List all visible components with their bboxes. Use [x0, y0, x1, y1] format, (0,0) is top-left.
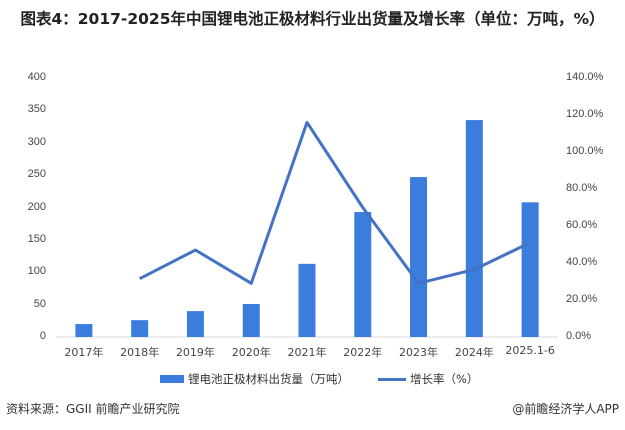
y-left-tick: 400 [27, 71, 46, 83]
x-tick: 2020年 [231, 346, 271, 359]
x-tick: 2018年 [120, 346, 160, 359]
y-right-tick: 60.0% [566, 219, 598, 231]
bar-0 [75, 324, 93, 337]
bar-3 [242, 303, 260, 337]
legend-bar: 锂电池正极材料出货量（万吨） [160, 371, 349, 387]
y-left-tick: 0 [39, 330, 46, 342]
legend-line: 增长率（%） [378, 371, 478, 387]
y-left-tick: 350 [27, 103, 46, 116]
x-tick: 2022年 [343, 346, 383, 359]
growth-rate-line [138, 120, 531, 285]
y-left-tick: 150 [27, 232, 46, 245]
bar-5 [354, 212, 372, 337]
y-left-tick: 200 [27, 200, 46, 213]
x-tick: 2023年 [399, 346, 439, 359]
y-right-tick: 80.0% [566, 182, 598, 194]
x-tick: 2025.1-6 [505, 344, 555, 357]
bar-6 [410, 177, 428, 337]
bar-7 [465, 120, 483, 338]
bar-2 [186, 311, 204, 337]
legend-bar-swatch [160, 375, 184, 383]
y-right-tick: 140.0% [566, 71, 604, 83]
y-right-tick: 20.0% [566, 293, 598, 305]
bar-1 [131, 320, 149, 337]
credit-text: @前瞻经济学人APP [512, 402, 619, 416]
y-left-tick: 50 [33, 297, 46, 310]
bar-4 [298, 263, 316, 337]
y-right-tick: 0.0% [566, 330, 592, 342]
y-left-tick: 250 [27, 168, 46, 181]
y-right-tick: 40.0% [566, 256, 598, 268]
y-left-tick: 100 [27, 265, 46, 278]
legend-bar-label: 锂电池正极材料出货量（万吨） [188, 372, 349, 386]
x-tick: 2019年 [175, 346, 215, 359]
y-right-tick: 120.0% [566, 108, 604, 120]
bar-8 [521, 202, 539, 337]
chart-title: 图表4：2017-2025年中国锂电池正极材料行业出货量及增长率（单位：万吨，%… [20, 10, 605, 28]
x-tick: 2024年 [454, 346, 494, 359]
y-left-tick: 300 [27, 135, 46, 148]
x-tick: 2017年 [64, 346, 104, 359]
y-right-tick: 100.0% [566, 145, 604, 157]
x-tick: 2021年 [287, 346, 327, 359]
legend-line-label: 增长率（%） [410, 372, 479, 386]
legend-line-swatch [378, 377, 406, 381]
source-text: 资料来源：GGII 前瞻产业研究院 [6, 402, 180, 416]
